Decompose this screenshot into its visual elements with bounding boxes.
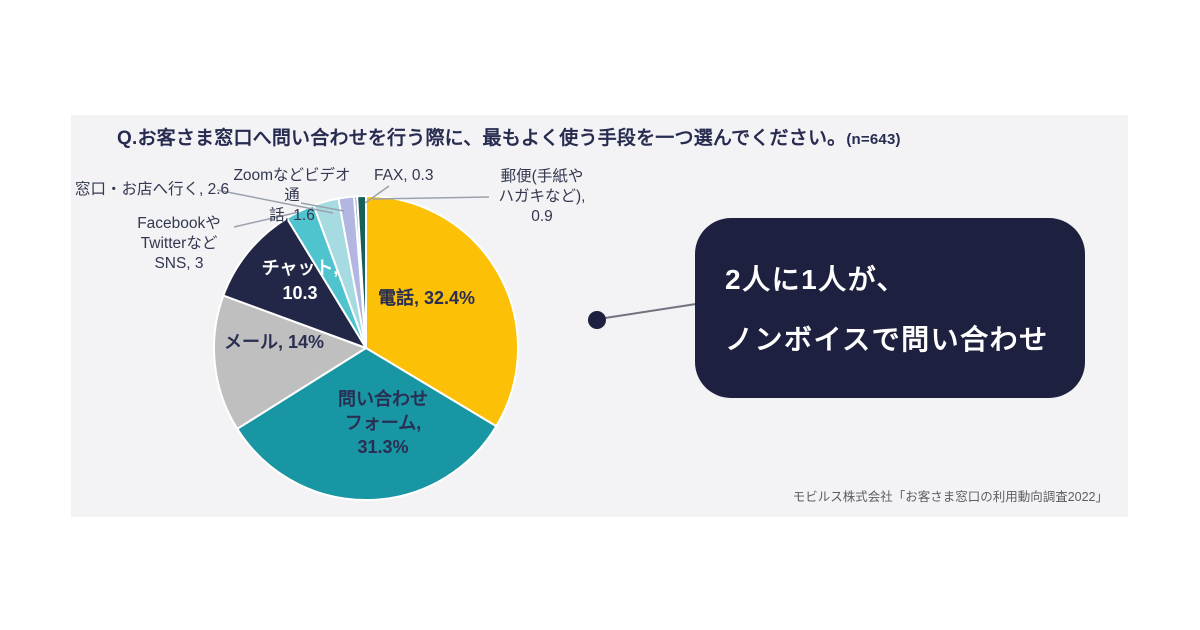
pie-slice [356,194,367,349]
pie-label-counter: 窓口・お店へ行く, 2.6 [75,181,230,198]
callout-connector-dot [588,311,606,329]
pie-label-chat-line1: チャット, [261,258,339,278]
pie-label-chat: チャット, 10.3 [252,256,348,306]
chart-title: Q.お客さま窓口へ問い合わせを行う際に、最もよく使う手段を一つ選んでください。(… [117,123,901,150]
pie-slice [213,294,367,430]
leader-line-sns [233,211,300,228]
pie [213,194,519,501]
callout-line2: ノンボイスで問い合わせ [725,324,1049,355]
source-credit: モビルス株式会社「お客さま窓口の利用動向調査2022」 [792,490,1108,504]
pie-label-sns-line2: Twitterなど [140,235,218,252]
pie-slice [236,347,498,501]
leader-line-post [372,196,490,200]
pie-label-sns-line3: SNS, 3 [154,255,204,272]
pie-label-post-line2: ハガキなど), [498,188,586,205]
pie-slice [222,217,367,349]
pie-label-form-line3: 31.3% [357,437,409,457]
leader-line-counter [216,189,334,214]
pie-label-fax: FAX, 0.3 [374,167,434,184]
pie-label-post-line1: 郵便(手紙や [500,168,584,185]
pie-label-form: 問い合わせ フォーム, 31.3% [322,387,444,459]
pie-slice [365,195,519,428]
leader-line-fax [364,185,390,204]
pie-label-chat-line2: 10.3 [282,283,318,303]
pie-label-post-line3: 0.9 [531,208,553,225]
pie-label-video-line2: 話, 1.6 [269,207,315,224]
pie-label-video: Zoomなどビデオ通 話, 1.6 [226,166,358,226]
pie-label-form-line1: 問い合わせ [338,389,428,409]
pie-label-sns-line1: Facebookや [137,215,221,232]
pie-label-form-line2: フォーム, [344,413,422,433]
leader-line-video [300,202,345,212]
callout-box: 2人に1人が、 ノンボイスで問い合わせ [695,218,1085,398]
pie-label-mail: メール, 14% [224,332,325,352]
pie-label-sns: Facebookや Twitterなど SNS, 3 [126,214,232,274]
pie-label-post: 郵便(手紙や ハガキなど), 0.9 [489,167,595,227]
callout-line1: 2人に1人が、 [725,264,907,295]
callout-connector-line [604,303,697,319]
sample-size: (n=643) [846,131,901,148]
chart-title-text: Q.お客さま窓口へ問い合わせを行う際に、最もよく使う手段を一つ選んでください。 [117,128,847,149]
pie-label-video-line1: Zoomなどビデオ通 [233,167,351,204]
pie-label-phone: 電話, 32.4% [378,288,476,308]
